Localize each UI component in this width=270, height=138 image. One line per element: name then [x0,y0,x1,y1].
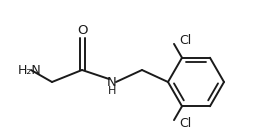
Text: Cl: Cl [179,34,191,47]
Text: Cl: Cl [179,117,191,130]
Text: H: H [108,86,116,96]
Text: O: O [77,25,87,38]
Text: N: N [107,75,117,88]
Text: H₂N: H₂N [18,63,42,76]
